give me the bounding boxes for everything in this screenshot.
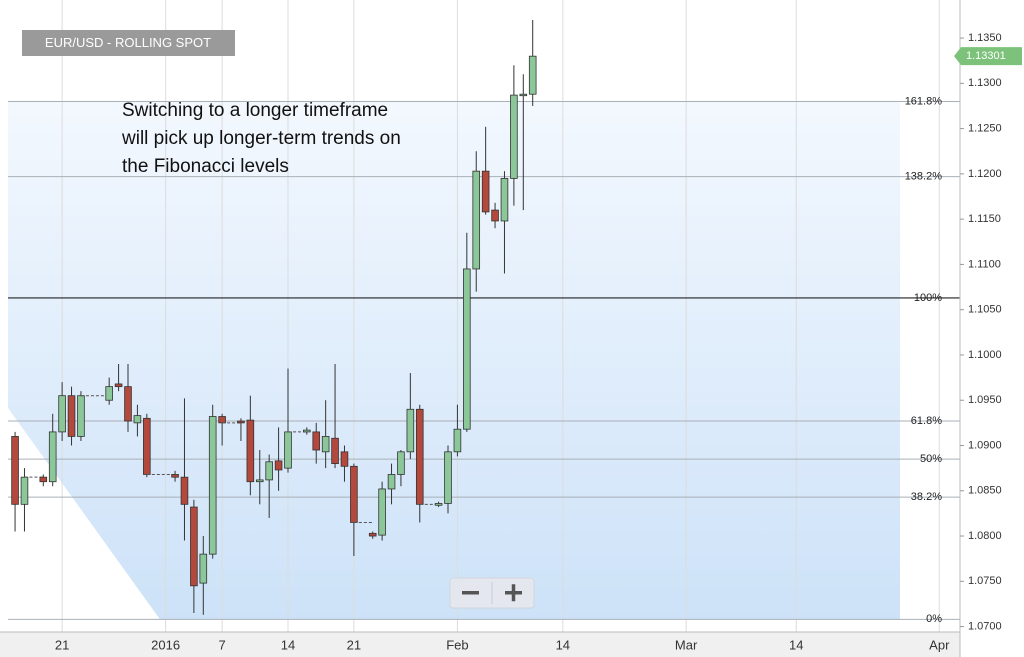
y-tick-label: 1.0850 — [968, 485, 1002, 497]
x-tick-label: 21 — [347, 637, 361, 652]
y-tick-label: 1.0950 — [968, 394, 1002, 406]
fib-label: 161.8% — [905, 95, 943, 107]
y-tick-label: 1.1150 — [968, 213, 1001, 225]
candle-body — [246, 419, 255, 483]
y-tick-label: 1.0750 — [968, 575, 1002, 587]
background-layer — [8, 101, 900, 620]
candle-body — [463, 268, 471, 430]
candle-body — [444, 451, 452, 504]
candle-body — [303, 429, 311, 433]
candle-body — [48, 431, 57, 483]
candle-body — [77, 395, 85, 437]
candle-body — [180, 476, 189, 505]
fib-label: 138.2% — [905, 170, 943, 182]
candle-body — [58, 395, 66, 433]
chart-title: EUR/USD - ROLLING SPOT — [45, 35, 211, 50]
candle-body — [510, 94, 518, 179]
candle-body — [171, 474, 179, 478]
candle-body — [491, 209, 499, 222]
zoom-in-button[interactable] — [494, 580, 532, 606]
fib-layer: 0% 38.2% 50% 61.8% 100% 138.2% 161.8% — [8, 95, 960, 625]
candle-body — [378, 488, 386, 536]
x-tick-label: 7 — [219, 637, 226, 652]
zoom-controls — [449, 577, 535, 609]
last-price-label: 1.13301 — [966, 50, 1006, 62]
candle-body — [481, 170, 490, 213]
candle-body — [11, 436, 19, 505]
candle-body — [255, 479, 264, 483]
candle-body — [368, 532, 377, 537]
y-tick-label: 1.0800 — [968, 530, 1002, 542]
grid-layer — [61, 0, 940, 632]
y-tick-label: 1.1000 — [968, 349, 1002, 361]
x-tick-label: Mar — [675, 637, 698, 652]
y-tick-label: 1.1050 — [968, 304, 1002, 316]
fib-label: 100% — [914, 292, 942, 304]
candle-body — [208, 416, 217, 555]
candle-body — [218, 416, 226, 424]
x-tick-label: 14 — [789, 637, 803, 652]
candle-body — [265, 461, 273, 481]
candle-body — [519, 93, 528, 97]
candle-body — [67, 395, 76, 437]
candle-body — [528, 55, 537, 95]
candle-body — [321, 436, 330, 453]
candle-body — [406, 408, 415, 453]
fib-label: 50% — [920, 453, 942, 465]
candle-body — [434, 503, 443, 506]
fib-label: 38.2% — [911, 491, 942, 503]
candle-body — [312, 431, 321, 451]
candle-body — [39, 476, 48, 483]
y-tick-label: 1.0900 — [968, 439, 1002, 451]
fib-label: 61.8% — [911, 415, 942, 427]
candle-body — [415, 408, 424, 505]
x-tick-label: 14 — [281, 637, 295, 652]
candle-body — [500, 178, 509, 222]
y-tick-label: 1.0700 — [968, 620, 1002, 632]
candle-body — [114, 383, 123, 388]
axes-layer: 21 2016 7 14 21 Feb 14 Mar 14 Apr 1.0700 1.0750 1.08… — [55, 32, 1022, 652]
minus-icon — [462, 591, 479, 595]
fib-zone — [8, 101, 900, 620]
x-tick-label: 14 — [556, 637, 570, 652]
y-tick-label: 1.1300 — [968, 77, 1002, 89]
candle-body — [190, 506, 198, 587]
title-box — [22, 30, 235, 56]
candle-body — [105, 386, 113, 401]
candle-body — [20, 476, 29, 505]
candle-body — [331, 437, 339, 464]
candle-body — [284, 431, 292, 469]
zoom-out-button[interactable] — [452, 580, 490, 606]
candle-body — [133, 415, 142, 424]
y-tick-label: 1.1350 — [968, 32, 1002, 44]
candle-body — [453, 428, 462, 453]
annotation-line: will pick up longer-term trends on — [121, 128, 401, 149]
candle-body — [124, 386, 132, 422]
x-tick-label: Apr — [929, 637, 950, 652]
candle-body — [397, 451, 405, 475]
y-tick-label: 1.1100 — [968, 258, 1001, 270]
candle-body — [237, 420, 245, 424]
x-axis-strip — [0, 632, 960, 657]
candle-body — [143, 417, 151, 475]
candle-body — [199, 553, 208, 584]
candles-layer — [11, 19, 537, 615]
x-tick-label: 21 — [55, 637, 69, 652]
x-tick-label: 2016 — [151, 637, 180, 652]
fib-label: 0% — [926, 613, 942, 625]
annotation-line: the Fibonacci levels — [122, 156, 289, 177]
candle-body — [274, 460, 283, 471]
annotation-line: Switching to a longer timeframe — [122, 100, 388, 121]
plus-icon-v — [511, 584, 516, 602]
x-tick-label: Feb — [446, 637, 468, 652]
candle-body — [340, 451, 349, 467]
y-tick-label: 1.1200 — [968, 168, 1002, 180]
candle-body — [350, 465, 358, 523]
y-tick-label: 1.1250 — [968, 123, 1002, 135]
last-price-tag — [954, 47, 1022, 66]
candle-body — [472, 170, 481, 270]
candle-body — [387, 474, 396, 490]
